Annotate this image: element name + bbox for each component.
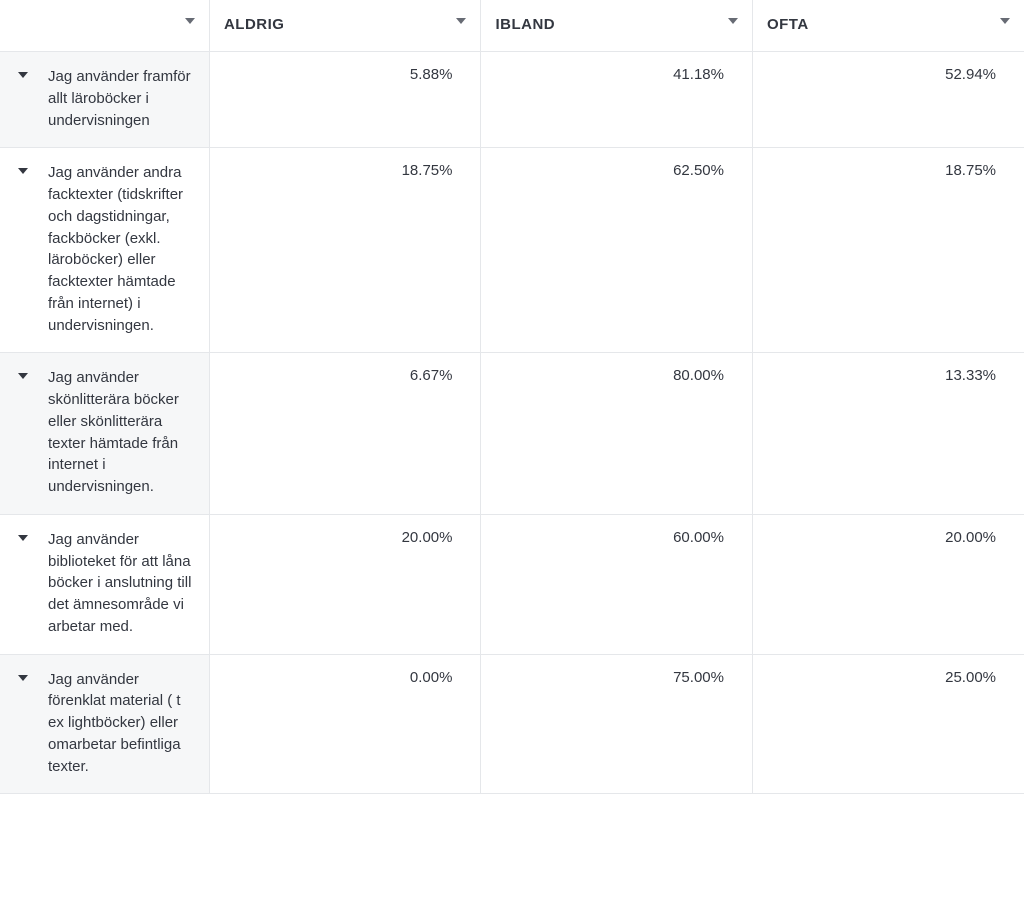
cell-aldrig: 0.00%: [209, 654, 481, 794]
cell-ibland: 60.00%: [481, 514, 753, 654]
row-label: Jag använder förenklat material ( t ex l…: [48, 671, 181, 775]
cell-ofta: 18.75%: [752, 148, 1024, 353]
cell-ibland: 62.50%: [481, 148, 753, 353]
cell-aldrig: 5.88%: [209, 52, 481, 148]
table-row: Jag använder framför allt läroböcker i u…: [0, 52, 1024, 148]
survey-table: ALDRIG IBLAND OFTA Jag använder framför …: [0, 0, 1024, 794]
row-label-cell[interactable]: Jag använder biblioteket för att låna bö…: [0, 514, 209, 654]
cell-aldrig: 6.67%: [209, 353, 481, 515]
cell-ofta: 20.00%: [752, 514, 1024, 654]
chevron-down-icon[interactable]: [456, 18, 466, 24]
table-row: Jag använder andra facktexter (tidskrift…: [0, 148, 1024, 353]
row-label-cell[interactable]: Jag använder skönlitterära böcker eller …: [0, 353, 209, 515]
col-header-ibland[interactable]: IBLAND: [481, 0, 753, 52]
row-label: Jag använder biblioteket för att låna bö…: [48, 531, 191, 635]
row-label-cell[interactable]: Jag använder andra facktexter (tidskrift…: [0, 148, 209, 353]
table-header-row: ALDRIG IBLAND OFTA: [0, 0, 1024, 52]
chevron-down-icon[interactable]: [18, 72, 28, 78]
chevron-down-icon[interactable]: [18, 373, 28, 379]
row-label: Jag använder andra facktexter (tidskrift…: [48, 164, 183, 333]
row-label: Jag använder skönlitterära böcker eller …: [48, 369, 179, 495]
table-row: Jag använder skönlitterära böcker eller …: [0, 353, 1024, 515]
cell-ofta: 13.33%: [752, 353, 1024, 515]
cell-ibland: 80.00%: [481, 353, 753, 515]
cell-ibland: 75.00%: [481, 654, 753, 794]
chevron-down-icon[interactable]: [18, 675, 28, 681]
table-row: Jag använder förenklat material ( t ex l…: [0, 654, 1024, 794]
cell-ibland: 41.18%: [481, 52, 753, 148]
col-header-label[interactable]: [0, 0, 209, 52]
col-header-aldrig-text: ALDRIG: [224, 16, 285, 33]
cell-ofta: 52.94%: [752, 52, 1024, 148]
col-header-ofta-text: OFTA: [767, 16, 809, 33]
cell-aldrig: 20.00%: [209, 514, 481, 654]
chevron-down-icon[interactable]: [18, 535, 28, 541]
row-label: Jag använder framför allt läroböcker i u…: [48, 68, 191, 129]
cell-aldrig: 18.75%: [209, 148, 481, 353]
cell-ofta: 25.00%: [752, 654, 1024, 794]
row-label-cell[interactable]: Jag använder förenklat material ( t ex l…: [0, 654, 209, 794]
row-label-cell[interactable]: Jag använder framför allt läroböcker i u…: [0, 52, 209, 148]
chevron-down-icon[interactable]: [185, 18, 195, 24]
table-row: Jag använder biblioteket för att låna bö…: [0, 514, 1024, 654]
col-header-ofta[interactable]: OFTA: [752, 0, 1024, 52]
col-header-aldrig[interactable]: ALDRIG: [209, 0, 481, 52]
col-header-ibland-text: IBLAND: [495, 16, 555, 33]
chevron-down-icon[interactable]: [728, 18, 738, 24]
chevron-down-icon[interactable]: [18, 168, 28, 174]
table-body: Jag använder framför allt läroböcker i u…: [0, 52, 1024, 794]
chevron-down-icon[interactable]: [1000, 18, 1010, 24]
